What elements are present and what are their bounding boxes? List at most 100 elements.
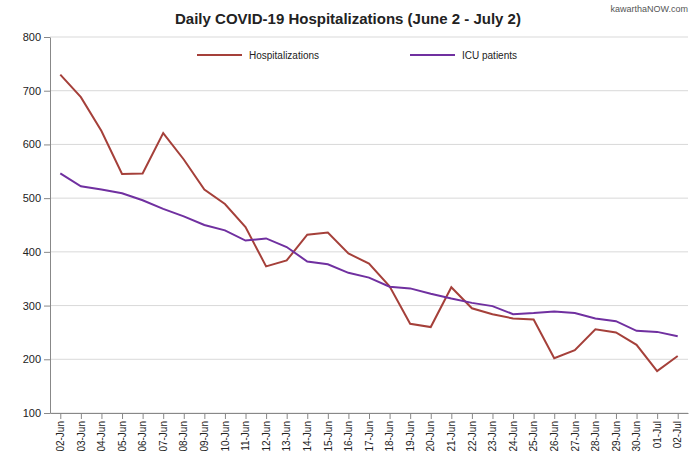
y-axis-line bbox=[50, 38, 51, 414]
x-tick-mark bbox=[328, 413, 329, 419]
x-tick-mark bbox=[266, 413, 267, 419]
grid-line bbox=[50, 251, 688, 252]
x-tick-label: 03-Jun bbox=[76, 421, 87, 452]
x-tick-mark bbox=[657, 413, 658, 419]
x-tick: 25-Jun bbox=[528, 413, 539, 452]
x-tick-label: 04-Jun bbox=[96, 421, 107, 452]
x-tick: 12-Jun bbox=[261, 413, 272, 452]
x-tick-label: 27-Jun bbox=[570, 421, 581, 452]
x-tick-mark bbox=[513, 413, 514, 419]
x-tick-mark bbox=[575, 413, 576, 419]
x-tick: 16-Jun bbox=[343, 413, 354, 452]
y-tick-mark bbox=[44, 144, 50, 145]
x-tick-label: 24-Jun bbox=[508, 421, 519, 452]
x-tick: 06-Jun bbox=[137, 413, 148, 452]
x-tick: 24-Jun bbox=[508, 413, 519, 452]
plot-area bbox=[60, 75, 677, 372]
x-tick-label: 16-Jun bbox=[343, 421, 354, 452]
x-tick: 27-Jun bbox=[570, 413, 581, 452]
y-tick-mark bbox=[44, 306, 50, 307]
y-tick-label: 100 bbox=[23, 407, 41, 419]
grid-line bbox=[50, 305, 688, 306]
x-tick-label: 21-Jun bbox=[446, 421, 457, 452]
x-tick-mark bbox=[369, 413, 370, 419]
x-tick: 11-Jun bbox=[240, 413, 251, 451]
x-tick-mark bbox=[431, 413, 432, 419]
grid-line bbox=[50, 90, 688, 91]
x-tick-label: 06-Jun bbox=[137, 421, 148, 452]
x-tick: 02-Jul bbox=[672, 413, 683, 448]
x-tick-mark bbox=[81, 413, 82, 419]
x-tick: 26-Jun bbox=[549, 413, 560, 452]
x-tick-mark bbox=[534, 413, 535, 419]
x-tick: 08-Jun bbox=[178, 413, 189, 452]
x-tick: 28-Jun bbox=[590, 413, 601, 452]
x-tick: 09-Jun bbox=[199, 413, 210, 452]
x-tick-label: 18-Jun bbox=[384, 421, 395, 452]
x-tick: 18-Jun bbox=[384, 413, 395, 452]
y-tick-mark bbox=[44, 91, 50, 92]
x-tick: 04-Jun bbox=[96, 413, 107, 452]
x-tick-label: 28-Jun bbox=[590, 421, 601, 452]
x-tick: 29-Jun bbox=[611, 413, 622, 452]
y-tick-label: 400 bbox=[23, 246, 41, 258]
y-tick: 500 bbox=[23, 192, 50, 204]
y-tick-mark bbox=[44, 359, 50, 360]
y-tick: 700 bbox=[23, 85, 50, 97]
y-tick-label: 300 bbox=[23, 300, 41, 312]
x-tick: 20-Jun bbox=[425, 413, 436, 452]
x-tick-label: 02-Jul bbox=[672, 421, 683, 448]
x-axis: 02-Jun 03-Jun 04-Jun 05-Jun 06-Jun 07-Jun 08-J… bbox=[51, 413, 689, 452]
grid-line bbox=[50, 198, 688, 199]
x-tick-mark bbox=[101, 413, 102, 419]
x-tick: 14-Jun bbox=[302, 413, 313, 452]
y-tick: 400 bbox=[23, 246, 50, 258]
x-tick-label: 13-Jun bbox=[281, 421, 292, 452]
x-tick-mark bbox=[143, 413, 144, 419]
x-tick-label: 29-Jun bbox=[611, 421, 622, 452]
x-tick-mark bbox=[554, 413, 555, 419]
x-tick-mark bbox=[472, 413, 473, 419]
y-tick: 600 bbox=[23, 138, 50, 150]
x-tick-mark bbox=[60, 413, 61, 419]
y-tick-mark bbox=[44, 413, 50, 414]
x-tick-label: 02-Jun bbox=[55, 421, 66, 452]
legend-swatch bbox=[410, 54, 455, 56]
x-tick-mark bbox=[451, 413, 452, 419]
x-tick: 10-Jun bbox=[220, 413, 231, 452]
x-tick-mark bbox=[492, 413, 493, 419]
x-tick: 30-Jun bbox=[631, 413, 642, 452]
x-tick-label: 30-Jun bbox=[631, 421, 642, 452]
x-tick-label: 09-Jun bbox=[199, 421, 210, 452]
x-tick-label: 25-Jun bbox=[528, 421, 539, 452]
legend: HospitalizationsICU patients bbox=[197, 50, 517, 61]
x-tick-mark bbox=[287, 413, 288, 419]
y-tick-label: 700 bbox=[23, 85, 41, 97]
y-tick-label: 600 bbox=[23, 138, 41, 150]
x-tick-label: 11-Jun bbox=[240, 421, 251, 451]
title: Daily COVID-19 Hospitalizations (June 2 … bbox=[175, 10, 521, 27]
y-tick-label: 500 bbox=[23, 192, 41, 204]
x-tick-label: 07-Jun bbox=[158, 421, 169, 452]
x-tick-label: 23-Jun bbox=[487, 421, 498, 452]
x-tick: 21-Jun bbox=[446, 413, 457, 452]
x-tick-label: 26-Jun bbox=[549, 421, 560, 452]
y-tick-label: 800 bbox=[23, 31, 41, 43]
x-tick-mark bbox=[595, 413, 596, 419]
x-tick: 13-Jun bbox=[281, 413, 292, 452]
x-tick-mark bbox=[616, 413, 617, 419]
x-tick-mark bbox=[678, 413, 679, 419]
x-tick-label: 17-Jun bbox=[364, 421, 375, 452]
y-tick-mark bbox=[44, 37, 50, 38]
y-tick: 200 bbox=[23, 353, 50, 365]
legend-label: ICU patients bbox=[462, 50, 517, 61]
x-tick-label: 19-Jun bbox=[405, 421, 416, 452]
x-tick: 05-Jun bbox=[117, 413, 128, 452]
x-tick: 17-Jun bbox=[364, 413, 375, 452]
grid-line bbox=[50, 144, 688, 145]
x-tick-label: 22-Jun bbox=[467, 421, 478, 452]
x-tick-mark bbox=[348, 413, 349, 419]
x-tick-mark bbox=[410, 413, 411, 419]
annotation: kawarthaNOW.com bbox=[610, 4, 688, 14]
series-line bbox=[60, 173, 677, 336]
